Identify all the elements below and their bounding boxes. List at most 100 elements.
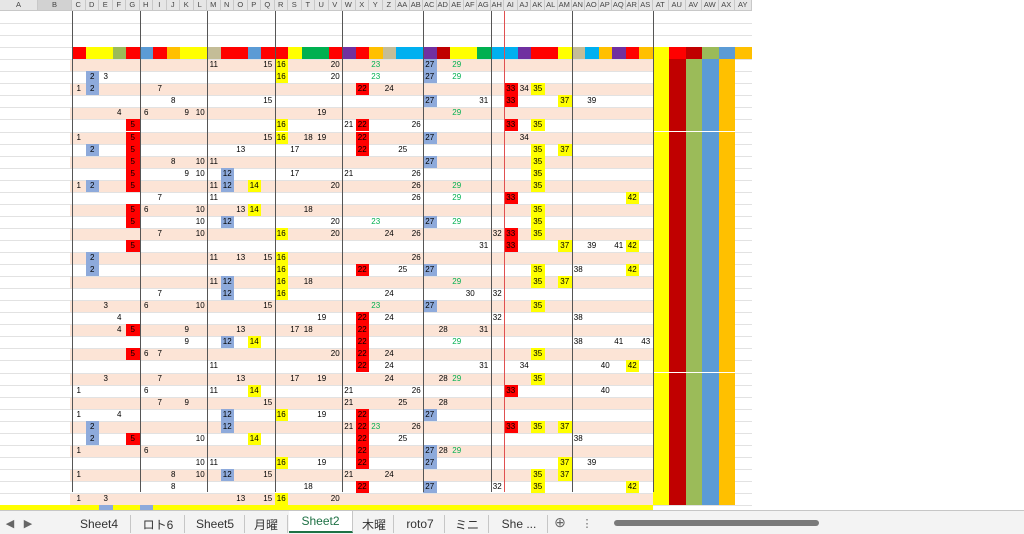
- count-cell[interactable]: [718, 143, 735, 156]
- number-header[interactable]: [612, 47, 626, 60]
- drawn-number[interactable]: 37: [558, 95, 572, 108]
- count-cell[interactable]: [669, 143, 686, 156]
- drawn-number[interactable]: 10: [195, 457, 205, 467]
- drawn-number[interactable]: 10: [195, 228, 205, 238]
- count-cell[interactable]: [685, 276, 702, 289]
- drawn-number[interactable]: 32: [492, 289, 502, 299]
- drawn-number[interactable]: 23: [371, 72, 381, 82]
- count-cell[interactable]: [718, 119, 735, 132]
- column-header[interactable]: AY: [735, 0, 752, 11]
- draw-number-cell[interactable]: [38, 59, 72, 71]
- drawn-number[interactable]: 15: [263, 469, 273, 479]
- count-cell[interactable]: [685, 468, 702, 481]
- column-header[interactable]: AL: [544, 0, 558, 11]
- drawn-number[interactable]: 11: [209, 156, 218, 166]
- draw-number-cell[interactable]: [38, 276, 72, 288]
- drawn-number[interactable]: 29: [452, 108, 462, 118]
- column-header[interactable]: F: [112, 0, 126, 11]
- date-cell[interactable]: [0, 264, 38, 276]
- drawn-number[interactable]: 12: [220, 288, 234, 301]
- column-header[interactable]: S: [288, 0, 302, 11]
- count-cell[interactable]: [652, 384, 669, 397]
- count-cell[interactable]: [735, 409, 752, 421]
- number-header[interactable]: [220, 47, 234, 60]
- drawn-number[interactable]: 11: [209, 180, 218, 190]
- count-cell[interactable]: [652, 444, 669, 457]
- drawn-number[interactable]: 32: [492, 481, 502, 491]
- right-header[interactable]: [735, 47, 752, 60]
- date-cell[interactable]: [0, 252, 38, 264]
- count-cell[interactable]: [685, 312, 702, 325]
- number-header[interactable]: [477, 47, 491, 60]
- drawn-number[interactable]: 8: [171, 156, 176, 166]
- drawn-number[interactable]: 27: [423, 456, 437, 469]
- draw-number-cell[interactable]: [38, 421, 72, 433]
- column-header[interactable]: D: [85, 0, 99, 11]
- column-header[interactable]: AQ: [612, 0, 626, 11]
- drawn-number[interactable]: 7: [157, 84, 162, 94]
- count-cell[interactable]: [669, 131, 686, 144]
- draw-number-cell[interactable]: [38, 240, 72, 252]
- group-number[interactable]: [639, 35, 653, 47]
- drawn-number[interactable]: 21: [344, 421, 354, 431]
- drawn-number[interactable]: 10: [195, 156, 205, 166]
- drawn-number[interactable]: 35: [531, 420, 545, 433]
- count-cell[interactable]: [735, 457, 752, 469]
- column-header[interactable]: AN: [571, 0, 585, 11]
- group-label[interactable]: [194, 23, 208, 35]
- column-header[interactable]: G: [126, 0, 140, 11]
- drawn-number[interactable]: 20: [330, 349, 340, 359]
- drawn-number[interactable]: 6: [144, 204, 149, 214]
- count-cell[interactable]: [702, 493, 719, 506]
- date-cell[interactable]: [0, 216, 38, 228]
- date-cell[interactable]: [0, 156, 38, 168]
- drawn-number[interactable]: 17: [290, 325, 300, 335]
- count-cell[interactable]: [702, 203, 719, 216]
- drawn-number[interactable]: 12: [220, 215, 234, 228]
- count-cell[interactable]: [702, 179, 719, 192]
- count-cell[interactable]: [735, 445, 752, 457]
- drawn-number[interactable]: 2: [85, 179, 99, 192]
- count-cell[interactable]: [702, 215, 719, 228]
- drawn-number[interactable]: 21: [344, 120, 354, 130]
- number-header[interactable]: [288, 47, 302, 60]
- count-cell[interactable]: [735, 107, 752, 119]
- count-cell[interactable]: [702, 276, 719, 289]
- drawn-number[interactable]: 11: [209, 361, 218, 371]
- drawn-number[interactable]: 37: [558, 276, 572, 289]
- count-cell[interactable]: [685, 288, 702, 301]
- group-number[interactable]: [558, 35, 572, 47]
- drawn-number[interactable]: 9: [184, 337, 189, 347]
- drawn-number[interactable]: 9: [184, 325, 189, 335]
- drawn-number[interactable]: 13: [236, 144, 246, 154]
- number-header[interactable]: [531, 47, 545, 60]
- column-header[interactable]: AG: [477, 0, 491, 11]
- date-cell[interactable]: [0, 360, 38, 372]
- date-cell[interactable]: [0, 481, 38, 493]
- drawn-number[interactable]: 10: [195, 216, 205, 226]
- drawn-number[interactable]: 5: [126, 348, 140, 361]
- drawn-number[interactable]: 15: [263, 253, 273, 263]
- column-header[interactable]: AV: [685, 0, 702, 11]
- number-header[interactable]: [315, 47, 329, 60]
- count-cell[interactable]: [702, 95, 719, 108]
- drawn-number[interactable]: 18: [303, 277, 313, 287]
- count-cell[interactable]: [735, 373, 752, 385]
- drawn-number[interactable]: 26: [411, 228, 421, 238]
- drawn-number[interactable]: 12: [220, 276, 234, 289]
- count-cell[interactable]: [718, 480, 735, 493]
- count-cell[interactable]: [669, 300, 686, 313]
- date-cell[interactable]: [0, 421, 38, 433]
- group-number[interactable]: [315, 35, 329, 47]
- count-cell[interactable]: [702, 324, 719, 337]
- drawn-number[interactable]: 19: [317, 457, 327, 467]
- drawn-number[interactable]: 23: [371, 301, 381, 311]
- draw-number-cell[interactable]: [38, 385, 72, 397]
- count-cell[interactable]: [652, 59, 669, 72]
- count-cell[interactable]: [669, 227, 686, 240]
- drawn-number[interactable]: 27: [423, 95, 437, 108]
- count-cell[interactable]: [669, 288, 686, 301]
- count-cell[interactable]: [702, 239, 719, 252]
- drawn-number[interactable]: 33: [504, 239, 518, 252]
- count-cell[interactable]: [735, 192, 752, 204]
